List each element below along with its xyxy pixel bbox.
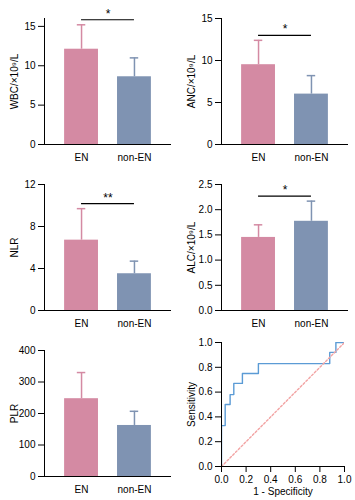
svg-text:300: 300 [19,376,36,387]
svg-text:200: 200 [19,408,36,419]
svg-text:10: 10 [24,60,36,71]
svg-text:0.8: 0.8 [313,474,327,485]
svg-text:0.0: 0.0 [199,461,213,472]
svg-text:0: 0 [30,139,36,150]
svg-text:1.0: 1.0 [199,254,213,265]
svg-text:ANC/×10⁹/L: ANC/×10⁹/L [186,54,197,108]
svg-text:1.0: 1.0 [199,337,213,348]
svg-text:0: 0 [30,471,36,482]
svg-text:0.0: 0.0 [199,305,213,316]
svg-text:WBC/×10⁹/L: WBC/×10⁹/L [9,53,20,109]
svg-text:0.4: 0.4 [199,411,213,422]
svg-text:15: 15 [24,21,36,32]
svg-text:non-EN: non-EN [118,152,152,163]
svg-text:PLR: PLR [9,404,20,423]
svg-text:non-EN: non-EN [118,484,152,495]
svg-text:1.5: 1.5 [199,229,213,240]
svg-text:0.0: 0.0 [215,474,229,485]
svg-text:0.4: 0.4 [264,474,278,485]
svg-text:12: 12 [24,179,36,190]
svg-text:0.2: 0.2 [199,436,213,447]
svg-text:EN: EN [252,152,266,163]
svg-text:0.8: 0.8 [199,362,213,373]
svg-text:**: ** [103,191,113,205]
svg-text:EN: EN [252,318,266,329]
svg-text:8: 8 [30,221,36,232]
svg-text:5: 5 [207,97,213,108]
svg-text:EN: EN [75,318,89,329]
svg-text:4: 4 [30,263,36,274]
svg-text:EN: EN [75,152,89,163]
svg-text:Sensitivity: Sensitivity [186,382,197,427]
svg-text:0.5: 0.5 [199,280,213,291]
svg-text:*: * [283,22,288,36]
svg-text:non-EN: non-EN [118,318,152,329]
svg-text:EN: EN [75,484,89,495]
svg-text:0.2: 0.2 [239,474,253,485]
svg-text:0: 0 [207,139,213,150]
svg-text:0.6: 0.6 [199,386,213,397]
svg-text:100: 100 [19,439,36,450]
svg-text:2.5: 2.5 [199,179,213,190]
svg-text:non-EN: non-EN [295,152,329,163]
svg-text:0.6: 0.6 [288,474,302,485]
svg-text:1.0: 1.0 [338,474,352,485]
svg-text:*: * [283,183,288,197]
svg-text:400: 400 [19,345,36,356]
svg-text:10: 10 [201,55,213,66]
svg-text:5: 5 [30,99,36,110]
svg-text:2.0: 2.0 [199,204,213,215]
svg-text:*: * [106,7,111,21]
svg-text:NLR: NLR [9,237,20,257]
svg-text:non-EN: non-EN [295,318,329,329]
svg-text:0: 0 [30,305,36,316]
svg-text:15: 15 [201,13,213,24]
svg-text:1 - Specificity: 1 - Specificity [253,486,312,497]
svg-text:ALC/×10⁹/L: ALC/×10⁹/L [186,221,197,273]
